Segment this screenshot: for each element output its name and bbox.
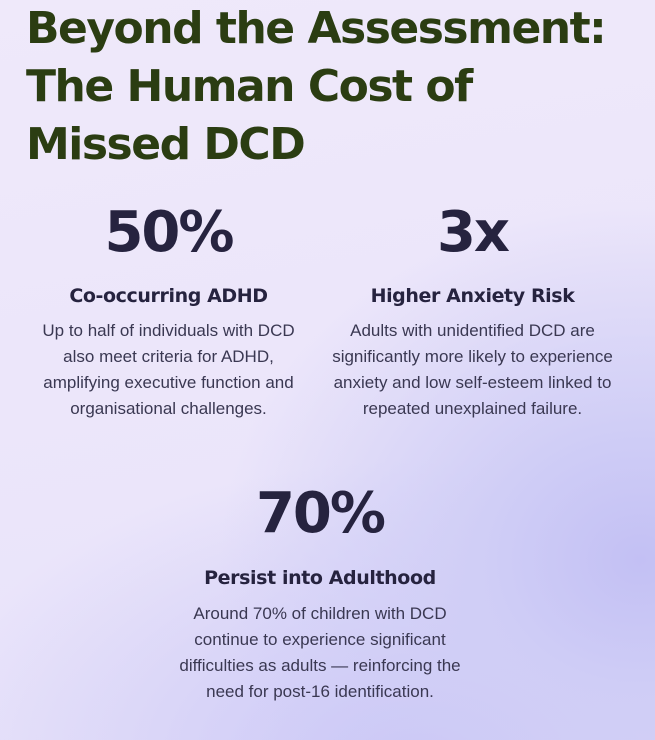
stat-value: 50% (104, 200, 234, 265)
stat-description: Adults with unidentified DCD are signifi… (332, 321, 613, 418)
stat-description: Up to half of individuals with DCD also … (42, 321, 295, 418)
stat-description: Around 70% of children with DCD continue… (179, 604, 461, 701)
stat-value: 70% (255, 481, 386, 546)
stat-heading: Co-occurring ADHD (69, 285, 268, 307)
stat-value: 3x (436, 200, 510, 265)
page-title: Beyond the Assessment: The Human Cost of… (26, 3, 607, 170)
stat-heading: Persist into Adulthood (204, 567, 436, 589)
stat-heading: Higher Anxiety Risk (370, 285, 575, 307)
